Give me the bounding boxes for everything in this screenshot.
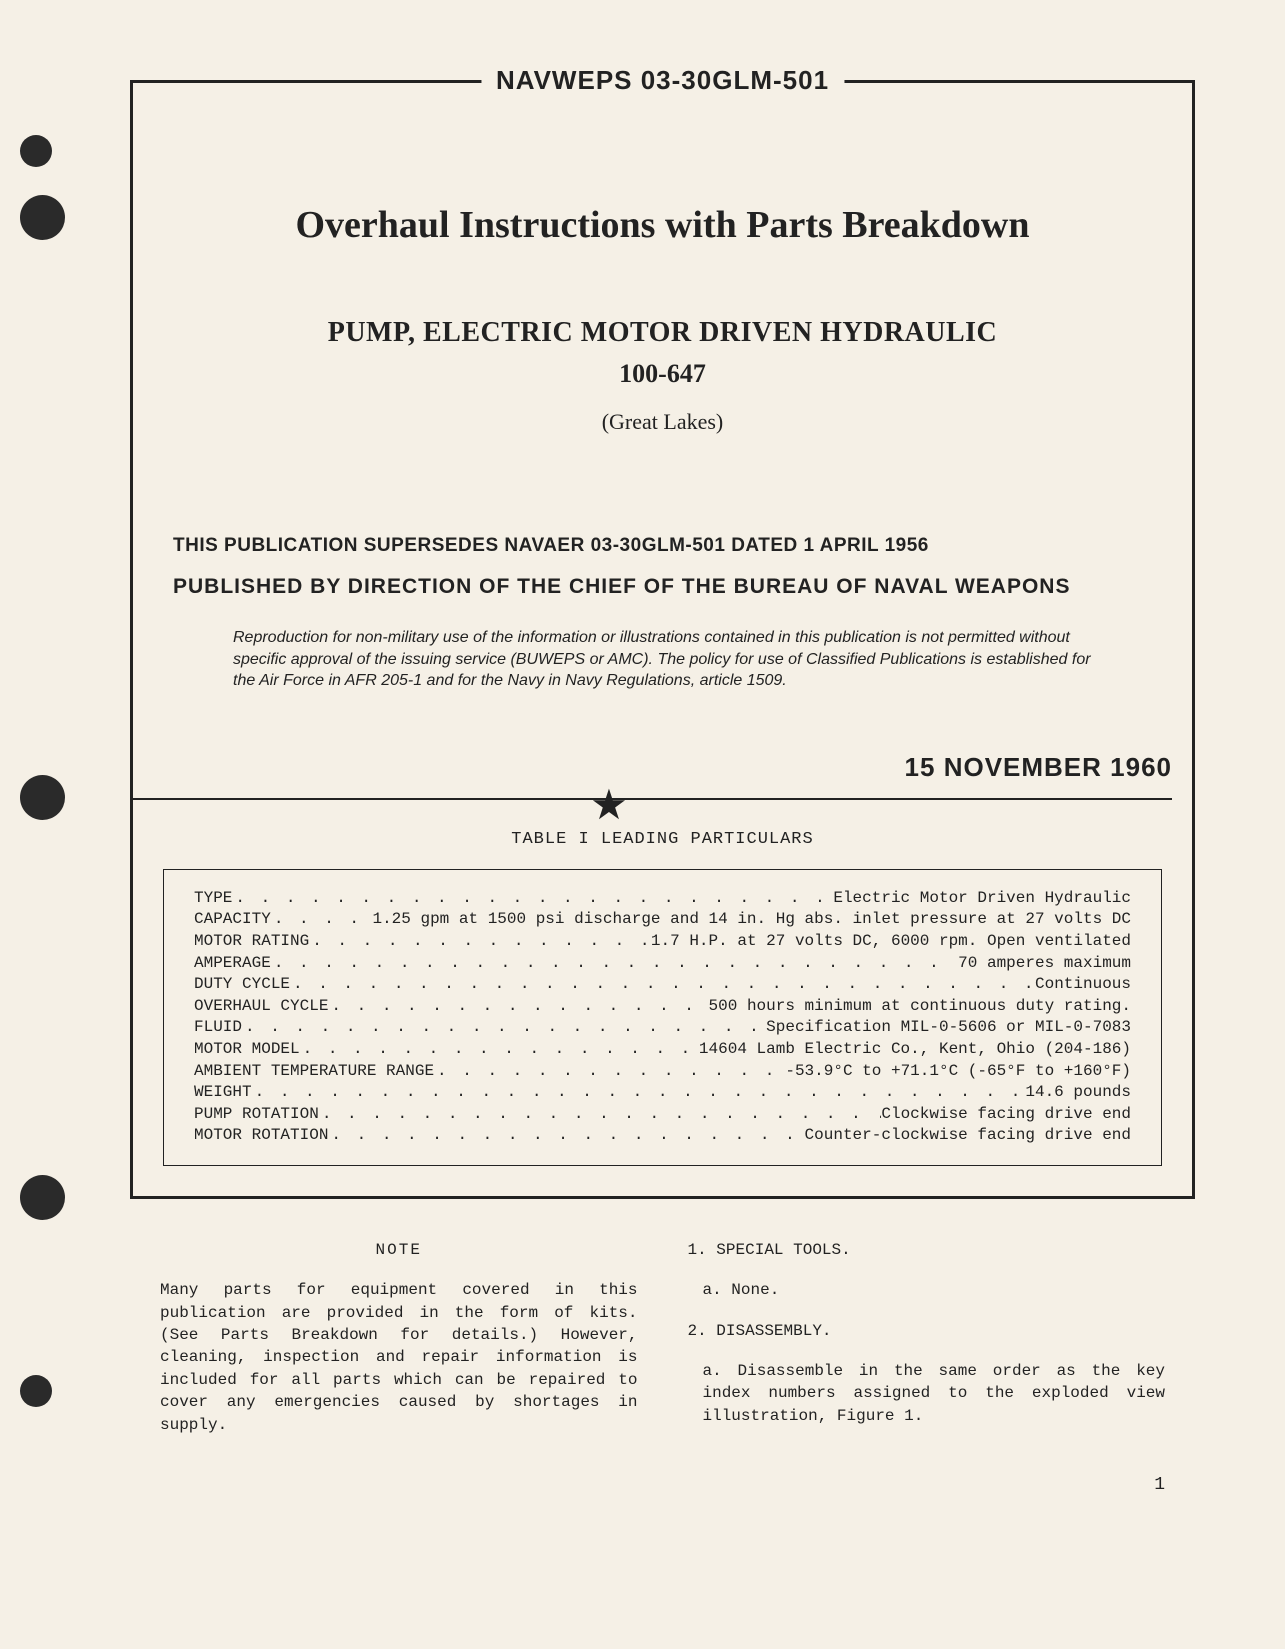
particular-label: MOTOR RATING	[194, 931, 309, 953]
particular-row: MOTOR ROTATION . . . . . . . . . . . . .…	[194, 1125, 1131, 1147]
particular-value: Specification MIL-0-5606 or MIL-0-7083	[766, 1017, 1131, 1039]
punch-hole	[20, 195, 65, 240]
dot-leader: . . . . . . . . . . . . . . . . . . . . …	[319, 1104, 882, 1126]
dot-leader: . . . . . . . . . . . . . . . . . . . . …	[290, 974, 1035, 996]
date-rule: ★	[133, 798, 1172, 800]
part-number: 100-647	[193, 359, 1132, 389]
dot-leader: . . . . . . . . . . . . . . . . . . . . …	[309, 931, 651, 953]
particular-label: DUTY CYCLE	[194, 974, 290, 996]
particular-row: DUTY CYCLE . . . . . . . . . . . . . . .…	[194, 974, 1131, 996]
punch-hole	[20, 1375, 52, 1407]
section-2-item: a. Disassemble in the same order as the …	[688, 1360, 1166, 1427]
particular-label: TYPE	[194, 888, 232, 910]
particular-label: PUMP ROTATION	[194, 1104, 319, 1126]
publication-date: 15 NOVEMBER 1960	[133, 752, 1192, 798]
document-number: NAVWEPS 03-30GLM-501	[481, 65, 844, 96]
particular-value: 70 amperes maximum	[958, 953, 1131, 975]
left-column: NOTE Many parts for equipment covered in…	[160, 1239, 638, 1445]
title-section: Overhaul Instructions with Parts Breakdo…	[133, 83, 1192, 535]
right-column: 1. SPECIAL TOOLS. a. None. 2. DISASSEMBL…	[688, 1239, 1166, 1445]
particular-row: FLUID . . . . . . . . . . . . . . . . . …	[194, 1017, 1131, 1039]
body-section: NOTE Many parts for equipment covered in…	[130, 1239, 1195, 1445]
note-body: Many parts for equipment covered in this…	[160, 1279, 638, 1436]
particular-label: AMPERAGE	[194, 953, 271, 975]
particular-label: FLUID	[194, 1017, 242, 1039]
supersedes-note: THIS PUBLICATION SUPERSEDES NAVAER 03-30…	[133, 535, 1192, 557]
dot-leader: . . . . . . . . . . . . . . . . . . . . …	[271, 953, 958, 975]
particular-label: CAPACITY	[194, 909, 271, 931]
particular-row: AMBIENT TEMPERATURE RANGE . . . . . . . …	[194, 1061, 1131, 1083]
punch-hole	[20, 1175, 65, 1220]
particular-row: CAPACITY . . . . . . . . . . . . . . . .…	[194, 909, 1131, 931]
particular-value: Continuous	[1035, 974, 1131, 996]
dot-leader: . . . . . . . . . . . . . . . . . . . . …	[232, 888, 833, 910]
document-frame: NAVWEPS 03-30GLM-501 Overhaul Instructio…	[130, 80, 1195, 1199]
dot-leader: . . . . . . . . . . . . . . . . . . . . …	[434, 1061, 785, 1083]
particular-label: WEIGHT	[194, 1082, 252, 1104]
particular-value: 1.25 gpm at 1500 psi discharge and 14 in…	[372, 909, 1131, 931]
particular-row: MOTOR MODEL . . . . . . . . . . . . . . …	[194, 1039, 1131, 1061]
particular-row: TYPE . . . . . . . . . . . . . . . . . .…	[194, 888, 1131, 910]
note-heading: NOTE	[160, 1239, 638, 1261]
subtitle: PUMP, ELECTRIC MOTOR DRIVEN HYDRAULIC	[193, 317, 1132, 349]
particular-value: 500 hours minimum at continuous duty rat…	[709, 996, 1131, 1018]
dot-leader: . . . . . . . . . . . . . . . . . . . . …	[328, 1125, 804, 1147]
particular-value: 14.6 pounds	[1025, 1082, 1131, 1104]
particular-label: MOTOR ROTATION	[194, 1125, 328, 1147]
star-icon: ★	[590, 780, 628, 830]
dot-leader: . . . . . . . . . . . . . . . . . . . . …	[242, 1017, 766, 1039]
particular-row: WEIGHT . . . . . . . . . . . . . . . . .…	[194, 1082, 1131, 1104]
particular-row: PUMP ROTATION . . . . . . . . . . . . . …	[194, 1104, 1131, 1126]
particular-label: AMBIENT TEMPERATURE RANGE	[194, 1061, 434, 1083]
particular-value: 14604 Lamb Electric Co., Kent, Ohio (204…	[699, 1039, 1131, 1061]
particular-label: MOTOR MODEL	[194, 1039, 300, 1061]
published-by: PUBLISHED BY DIRECTION OF THE CHIEF OF T…	[133, 575, 1192, 599]
punch-hole	[20, 135, 52, 167]
reproduction-note: Reproduction for non-military use of the…	[133, 627, 1192, 692]
particular-value: Clockwise facing drive end	[881, 1104, 1131, 1126]
page-number: 1	[130, 1475, 1195, 1495]
dot-leader: . . . . . . . . . . . . . . . . . . . . …	[252, 1082, 1026, 1104]
particulars-table: TYPE . . . . . . . . . . . . . . . . . .…	[163, 869, 1162, 1166]
dot-leader: . . . . . . . . . . . . . . . . . . . . …	[300, 1039, 699, 1061]
manufacturer: (Great Lakes)	[193, 409, 1132, 435]
particular-value: Electric Motor Driven Hydraulic	[833, 888, 1131, 910]
particular-row: AMPERAGE . . . . . . . . . . . . . . . .…	[194, 953, 1131, 975]
particular-value: -53.9°C to +71.1°C (-65°F to +160°F)	[785, 1061, 1131, 1083]
table-title: TABLE I LEADING PARTICULARS	[133, 830, 1192, 849]
dot-leader: . . . . . . . . . . . . . . . . . . . . …	[271, 909, 373, 931]
section-1-heading: 1. SPECIAL TOOLS.	[688, 1239, 1166, 1261]
particular-row: MOTOR RATING . . . . . . . . . . . . . .…	[194, 931, 1131, 953]
particular-value: 1.7 H.P. at 27 volts DC, 6000 rpm. Open …	[651, 931, 1131, 953]
particular-value: Counter-clockwise facing drive end	[805, 1125, 1131, 1147]
punch-hole	[20, 775, 65, 820]
main-title: Overhaul Instructions with Parts Breakdo…	[193, 203, 1132, 247]
section-2-heading: 2. DISASSEMBLY.	[688, 1320, 1166, 1342]
section-1-item: a. None.	[688, 1279, 1166, 1301]
dot-leader: . . . . . . . . . . . . . . . . . . . . …	[328, 996, 708, 1018]
particular-label: OVERHAUL CYCLE	[194, 996, 328, 1018]
particular-row: OVERHAUL CYCLE . . . . . . . . . . . . .…	[194, 996, 1131, 1018]
